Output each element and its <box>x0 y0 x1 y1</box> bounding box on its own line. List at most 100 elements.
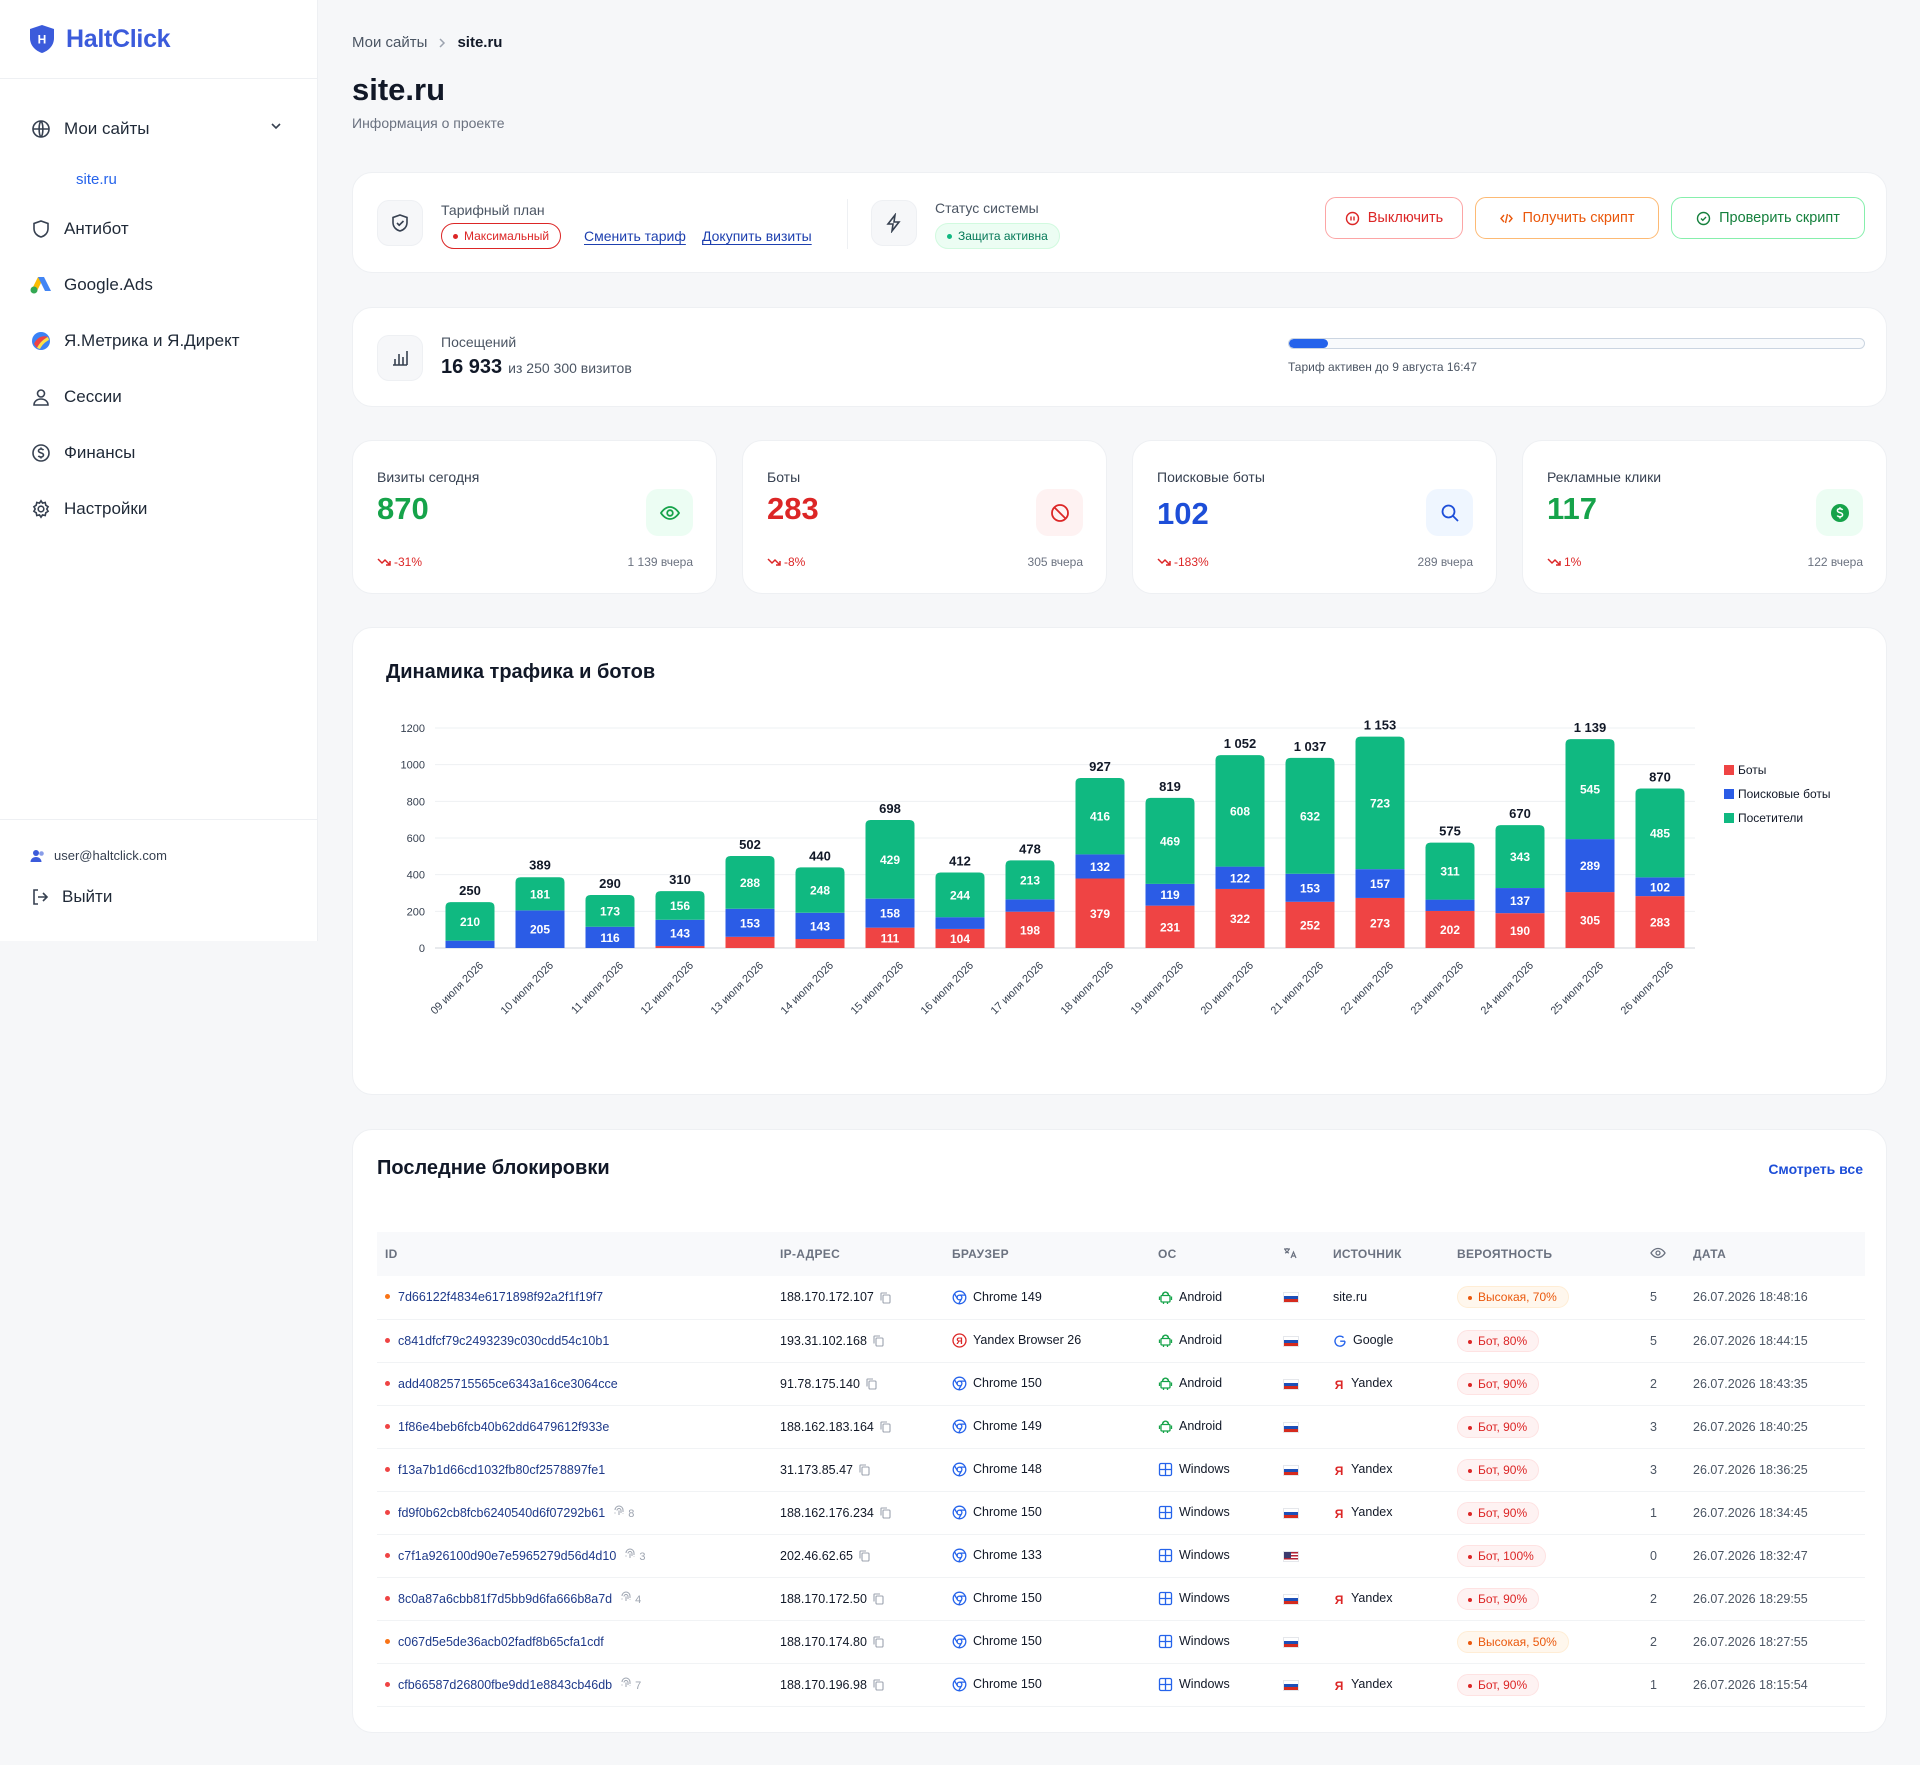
col-ip[interactable]: IP-АДРЕС <box>772 1232 944 1276</box>
bar-value-label: 608 <box>1230 804 1250 818</box>
copy-icon[interactable] <box>873 1335 884 1347</box>
visit-id-link[interactable]: cfb66587d26800fbe9dd1e8843cb46db <box>398 1678 613 1692</box>
flag-ru-icon <box>1283 1593 1299 1605</box>
y-tick-label: 1000 <box>401 760 425 772</box>
table-row[interactable]: fd9f0b62cb8fcb6240540d6f07292b61 8 188.16… <box>377 1491 1865 1535</box>
change-plan-link[interactable]: Сменить тариф <box>584 228 686 244</box>
y-tick-label: 0 <box>419 943 425 955</box>
stat-trend: -8% <box>767 555 805 569</box>
table-row[interactable]: 8c0a87a6cbb81f7d5bb9d6fa666b8a7d 4 188.17… <box>377 1577 1865 1621</box>
bar-segment <box>1565 739 1615 840</box>
row-country <box>1275 1276 1325 1320</box>
visit-id-link[interactable]: 8c0a87a6cbb81f7d5bb9d6fa666b8a7d <box>398 1592 613 1606</box>
copy-icon[interactable] <box>859 1550 870 1562</box>
table-row[interactable]: c067d5e5de36acb02fadf8b65cfa1cdf 188.170.… <box>377 1620 1865 1664</box>
row-id[interactable]: 1f86e4beb6fcb40b62dd6479612f933e <box>377 1405 772 1449</box>
visit-id-link[interactable]: c067d5e5de36acb02fadf8b65cfa1cdf <box>398 1634 604 1649</box>
sidebar-item-sessions[interactable]: Сессии <box>0 369 317 425</box>
table-row[interactable]: f13a7b1d66cd1032fb80cf2578897fe1 31.173.8… <box>377 1448 1865 1492</box>
row-views: 2 <box>1642 1577 1685 1621</box>
visit-id-link[interactable]: c841dfcf79c2493239c030cdd54c10b1 <box>398 1333 610 1348</box>
copy-icon[interactable] <box>880 1507 891 1519</box>
bar-value-label: 190 <box>1510 924 1530 938</box>
copy-icon[interactable] <box>866 1378 877 1390</box>
sidebar-item-antibot[interactable]: Антибот <box>0 201 317 257</box>
sidebar-item-google-ads[interactable]: Google.Ads <box>0 257 317 313</box>
bar-segment <box>1215 755 1265 867</box>
svg-text:Я: Я <box>1335 1679 1344 1692</box>
row-id[interactable]: cfb66587d26800fbe9dd1e8843cb46db 7 <box>377 1663 772 1707</box>
bar-value-label: 416 <box>1090 810 1110 824</box>
fingerprint-icon <box>621 1677 631 1687</box>
bar-total-label: 1 037 <box>1294 739 1327 754</box>
visit-id-link[interactable]: c7f1a926100d90e7e5965279d56d4d10 <box>398 1549 617 1563</box>
copy-icon[interactable] <box>873 1636 884 1648</box>
col-browser[interactable]: БРАУЗЕР <box>944 1232 1150 1276</box>
col-id[interactable]: ID <box>377 1232 772 1276</box>
col-views[interactable] <box>1642 1232 1685 1276</box>
row-id[interactable]: 8c0a87a6cbb81f7d5bb9d6fa666b8a7d 4 <box>377 1577 772 1621</box>
copy-icon[interactable] <box>880 1421 891 1433</box>
table-row[interactable]: cfb66587d26800fbe9dd1e8843cb46db 7 188.17… <box>377 1663 1865 1707</box>
table-row[interactable]: 1f86e4beb6fcb40b62dd6479612f933e 188.162.… <box>377 1405 1865 1449</box>
row-id[interactable]: fd9f0b62cb8fcb6240540d6f07292b61 8 <box>377 1491 772 1535</box>
user-email: user@haltclick.com <box>54 848 167 863</box>
buy-visits-link[interactable]: Докупить визиты <box>702 228 812 244</box>
logo[interactable]: H HaltClick <box>0 0 317 79</box>
windows-icon <box>1158 1591 1173 1606</box>
copy-icon[interactable] <box>880 1292 891 1304</box>
bar-value-label: 469 <box>1160 834 1180 848</box>
visit-id-link[interactable]: 1f86e4beb6fcb40b62dd6479612f933e <box>398 1419 610 1434</box>
get-script-button[interactable]: Получить скрипт <box>1475 197 1659 239</box>
disable-button[interactable]: Выключить <box>1325 197 1463 239</box>
col-language[interactable] <box>1275 1232 1325 1276</box>
sidebar-subitem-site[interactable]: site.ru <box>76 170 117 188</box>
sidebar-item-my-sites[interactable]: Мои сайты <box>0 101 317 157</box>
check-script-button[interactable]: Проверить скрипт <box>1671 197 1865 239</box>
col-date[interactable]: ДАТА <box>1685 1232 1865 1276</box>
sidebar-item-yandex-metrica[interactable]: Я.Метрика и Я.Директ <box>0 313 317 369</box>
see-all-link[interactable]: Смотреть все <box>1768 1161 1863 1177</box>
row-os: Windows <box>1150 1663 1275 1707</box>
row-id[interactable]: f13a7b1d66cd1032fb80cf2578897fe1 <box>377 1448 772 1492</box>
status-dot <box>385 1466 390 1472</box>
col-probability[interactable]: ВЕРОЯТНОСТЬ <box>1449 1232 1642 1276</box>
trend-down-icon <box>1547 558 1561 566</box>
visit-id-link[interactable]: add40825715565ce6343a16ce3064cce <box>398 1376 618 1391</box>
flag-ru-icon <box>1283 1421 1299 1433</box>
row-id[interactable]: c841dfcf79c2493239c030cdd54c10b1 <box>377 1319 772 1363</box>
row-id[interactable]: c067d5e5de36acb02fadf8b65cfa1cdf <box>377 1620 772 1664</box>
row-views: 0 <box>1642 1534 1685 1578</box>
bar-segment <box>655 945 705 948</box>
col-source[interactable]: ИСТОЧНИК <box>1325 1232 1449 1276</box>
copy-icon[interactable] <box>873 1593 884 1605</box>
breadcrumb-root[interactable]: Мои сайты <box>352 34 428 51</box>
sidebar-item-settings[interactable]: Настройки <box>0 481 317 537</box>
bar-value-label: 289 <box>1580 859 1600 873</box>
row-ip: 193.31.102.168 <box>772 1319 944 1363</box>
col-os[interactable]: ОС <box>1150 1232 1275 1276</box>
visit-id-link[interactable]: 7d66122f4834e6171898f92a2f1f19f7 <box>398 1290 604 1305</box>
bar-segment <box>865 927 915 948</box>
translate-icon <box>1284 1247 1297 1258</box>
visit-id-link[interactable]: fd9f0b62cb8fcb6240540d6f07292b61 <box>398 1506 606 1520</box>
row-id[interactable]: add40825715565ce6343a16ce3064cce <box>377 1362 772 1406</box>
stat-yesterday: 289 вчера <box>1417 555 1473 569</box>
table-row[interactable]: c841dfcf79c2493239c030cdd54c10b1 193.31.1… <box>377 1319 1865 1363</box>
stat-card-ad-clicks: Рекламные клики 117 1% 122 вчера <box>1522 440 1887 594</box>
copy-icon[interactable] <box>859 1464 870 1476</box>
bar-segment <box>1495 913 1545 948</box>
table-row[interactable]: 7d66122f4834e6171898f92a2f1f19f7 188.170.… <box>377 1276 1865 1320</box>
copy-icon[interactable] <box>873 1679 884 1691</box>
logout-button[interactable]: Выйти <box>30 887 287 907</box>
bar-segment <box>1425 842 1475 900</box>
row-country <box>1275 1405 1325 1449</box>
google-ads-icon <box>30 274 52 296</box>
table-row[interactable]: c7f1a926100d90e7e5965279d56d4d10 3 202.46… <box>377 1534 1865 1578</box>
table-row[interactable]: add40825715565ce6343a16ce3064cce 91.78.17… <box>377 1362 1865 1406</box>
y-tick-label: 1200 <box>401 723 425 735</box>
visit-id-link[interactable]: f13a7b1d66cd1032fb80cf2578897fe1 <box>398 1462 606 1477</box>
row-id[interactable]: 7d66122f4834e6171898f92a2f1f19f7 <box>377 1276 772 1320</box>
sidebar-item-finance[interactable]: Финансы <box>0 425 317 481</box>
row-id[interactable]: c7f1a926100d90e7e5965279d56d4d10 3 <box>377 1534 772 1578</box>
